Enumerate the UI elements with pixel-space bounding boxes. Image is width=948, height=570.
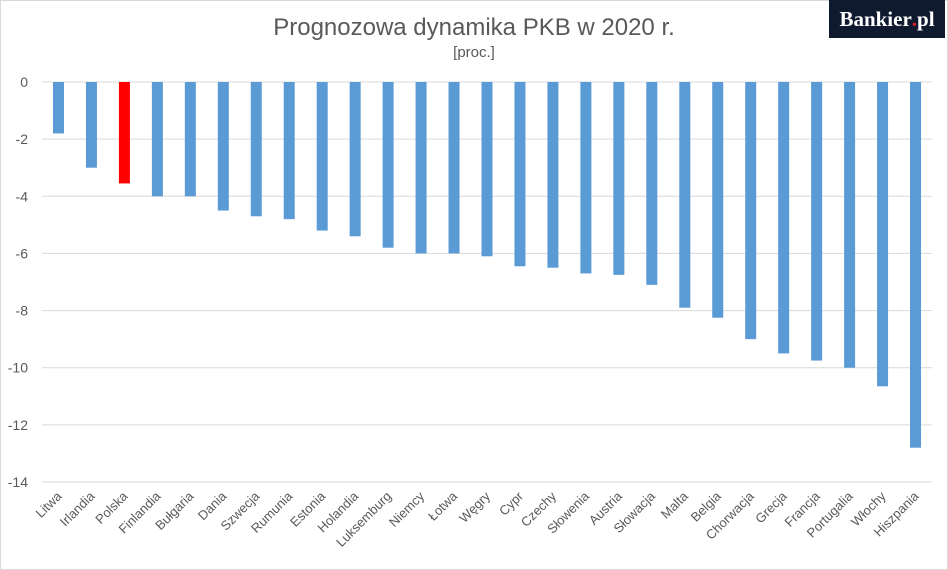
y-tick-label: -12 xyxy=(8,417,28,433)
x-tick-label: Malta xyxy=(658,488,692,522)
bar xyxy=(778,82,790,354)
logo-text-tail: pl xyxy=(917,6,935,31)
bar xyxy=(316,82,328,231)
chart-title: Prognozowa dynamika PKB w 2020 r. xyxy=(273,14,675,41)
bar xyxy=(118,82,130,184)
bar xyxy=(283,82,295,220)
bar xyxy=(184,82,196,197)
bar xyxy=(712,82,724,318)
chart-subtitle: [proc.] xyxy=(453,44,495,61)
y-tick-label: -10 xyxy=(8,360,28,376)
bar xyxy=(877,82,889,387)
bankier-logo: Bankier. pl xyxy=(829,0,945,38)
bar xyxy=(745,82,757,340)
bar xyxy=(250,82,262,217)
logo-text-dot: . xyxy=(911,6,918,31)
bar xyxy=(415,82,427,254)
x-tick-label: Łotwa xyxy=(425,488,461,524)
bar xyxy=(448,82,460,254)
bar xyxy=(547,82,559,268)
bar xyxy=(679,82,691,308)
x-tick-label: Niemcy xyxy=(386,488,428,530)
bar xyxy=(349,82,361,237)
x-tick-label: Węgry xyxy=(456,488,494,526)
bar xyxy=(52,82,64,134)
bar xyxy=(646,82,658,285)
y-tick-label: -4 xyxy=(16,188,29,204)
y-tick-label: -2 xyxy=(16,131,29,147)
bar xyxy=(85,82,97,168)
bar xyxy=(844,82,856,368)
bar xyxy=(580,82,592,274)
y-tick-label: -14 xyxy=(8,474,28,490)
bar xyxy=(151,82,163,197)
bar xyxy=(811,82,823,361)
y-tick-label: -8 xyxy=(16,303,29,319)
bar xyxy=(481,82,493,257)
bar xyxy=(382,82,394,248)
y-tick-label: -6 xyxy=(16,245,29,261)
logo-text-main: Bankier xyxy=(839,6,912,31)
bar xyxy=(514,82,526,267)
x-tick-label: Irlandia xyxy=(57,488,98,529)
bar xyxy=(910,82,922,448)
bar xyxy=(613,82,625,275)
y-tick-label: 0 xyxy=(20,74,28,90)
bar xyxy=(217,82,229,211)
